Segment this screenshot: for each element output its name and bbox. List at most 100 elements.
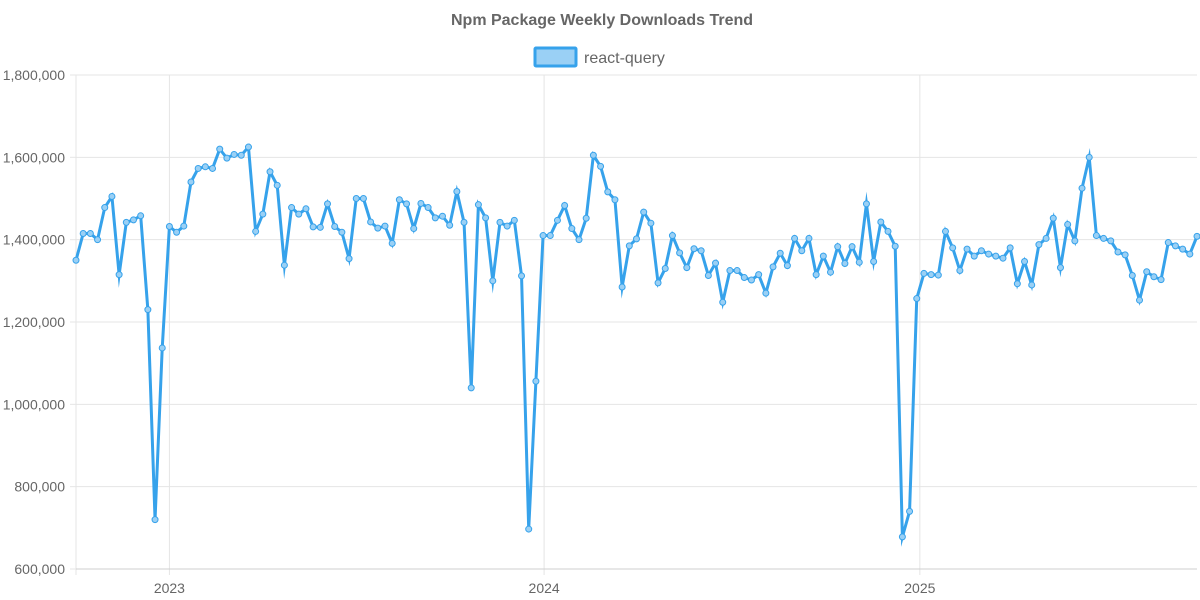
data-point[interactable]: [230, 150, 238, 158]
data-point[interactable]: [553, 216, 561, 224]
data-point[interactable]: [1049, 214, 1057, 222]
data-point[interactable]: [244, 143, 252, 151]
data-point[interactable]: [446, 221, 454, 229]
data-point[interactable]: [223, 154, 231, 162]
data-point[interactable]: [956, 267, 964, 275]
data-point[interactable]: [1092, 232, 1100, 240]
data-point[interactable]: [137, 212, 145, 220]
data-point[interactable]: [640, 208, 648, 216]
data-point[interactable]: [101, 204, 109, 212]
data-point[interactable]: [180, 222, 188, 230]
data-point[interactable]: [1035, 241, 1043, 249]
data-point[interactable]: [805, 234, 813, 242]
data-point[interactable]: [1042, 234, 1050, 242]
data-point[interactable]: [331, 222, 339, 230]
data-point[interactable]: [920, 269, 928, 277]
data-point[interactable]: [438, 212, 446, 220]
data-point[interactable]: [1121, 251, 1129, 259]
data-point[interactable]: [827, 268, 835, 276]
data-point[interactable]: [532, 377, 540, 385]
data-point[interactable]: [115, 271, 123, 279]
data-point[interactable]: [891, 242, 899, 250]
data-point[interactable]: [288, 204, 296, 212]
data-point[interactable]: [877, 218, 885, 226]
data-point[interactable]: [668, 232, 676, 240]
data-point[interactable]: [410, 225, 418, 233]
data-point[interactable]: [1100, 234, 1108, 242]
data-point[interactable]: [733, 267, 741, 275]
data-point[interactable]: [676, 249, 684, 257]
data-point[interactable]: [934, 271, 942, 279]
data-point[interactable]: [747, 276, 755, 284]
data-point[interactable]: [783, 262, 791, 270]
data-point[interactable]: [151, 516, 159, 524]
data-point[interactable]: [460, 218, 468, 226]
data-point[interactable]: [474, 201, 482, 209]
data-point[interactable]: [424, 204, 432, 212]
data-point[interactable]: [1071, 237, 1079, 245]
data-point[interactable]: [712, 259, 720, 267]
data-point[interactable]: [776, 249, 784, 257]
data-point[interactable]: [324, 200, 332, 208]
data-point[interactable]: [1107, 237, 1115, 245]
data-point[interactable]: [690, 245, 698, 253]
data-point[interactable]: [1006, 244, 1014, 252]
data-point[interactable]: [597, 162, 605, 170]
data-point[interactable]: [812, 271, 820, 279]
data-point[interactable]: [568, 225, 576, 233]
data-point[interactable]: [1085, 153, 1093, 161]
data-point[interactable]: [482, 214, 490, 222]
data-point[interactable]: [769, 263, 777, 271]
data-point[interactable]: [985, 250, 993, 258]
data-point[interactable]: [647, 219, 655, 227]
data-point[interactable]: [489, 277, 497, 285]
data-point[interactable]: [740, 274, 748, 282]
data-point[interactable]: [1021, 257, 1029, 265]
data-point[interactable]: [374, 224, 382, 232]
data-point[interactable]: [395, 196, 403, 204]
data-point[interactable]: [848, 243, 856, 251]
data-point[interactable]: [683, 264, 691, 272]
data-point[interactable]: [72, 256, 80, 264]
data-point[interactable]: [503, 222, 511, 230]
data-point[interactable]: [791, 234, 799, 242]
data-point[interactable]: [970, 252, 978, 260]
data-point[interactable]: [604, 188, 612, 196]
data-point[interactable]: [467, 384, 475, 392]
data-point[interactable]: [870, 257, 878, 265]
data-point[interactable]: [798, 247, 806, 255]
data-point[interactable]: [209, 164, 217, 172]
data-point[interactable]: [1128, 271, 1136, 279]
data-point[interactable]: [906, 507, 914, 515]
data-point[interactable]: [1150, 273, 1158, 281]
data-point[interactable]: [1157, 276, 1165, 284]
data-point[interactable]: [633, 235, 640, 243]
data-point[interactable]: [1164, 239, 1172, 247]
data-point[interactable]: [1056, 264, 1064, 272]
data-point[interactable]: [273, 181, 281, 189]
data-point[interactable]: [79, 229, 87, 237]
data-point[interactable]: [719, 298, 727, 306]
data-point[interactable]: [496, 218, 504, 226]
data-point[interactable]: [884, 227, 892, 235]
data-point[interactable]: [417, 199, 425, 207]
data-point[interactable]: [216, 145, 224, 153]
legend[interactable]: react-query: [533, 46, 665, 68]
data-point[interactable]: [726, 267, 734, 275]
data-point[interactable]: [992, 252, 1000, 260]
data-point[interactable]: [280, 261, 288, 269]
data-point[interactable]: [108, 192, 116, 200]
data-point[interactable]: [295, 210, 303, 218]
data-point[interactable]: [165, 222, 173, 230]
data-point[interactable]: [252, 227, 260, 235]
data-point[interactable]: [144, 306, 152, 314]
data-point[interactable]: [1114, 248, 1122, 256]
data-point[interactable]: [1136, 296, 1144, 304]
data-point[interactable]: [259, 210, 267, 218]
data-point[interactable]: [431, 214, 439, 222]
data-point[interactable]: [589, 151, 597, 159]
data-point[interactable]: [1028, 281, 1036, 289]
data-point[interactable]: [977, 247, 985, 255]
data-point[interactable]: [1064, 220, 1072, 228]
data-point[interactable]: [403, 200, 411, 208]
